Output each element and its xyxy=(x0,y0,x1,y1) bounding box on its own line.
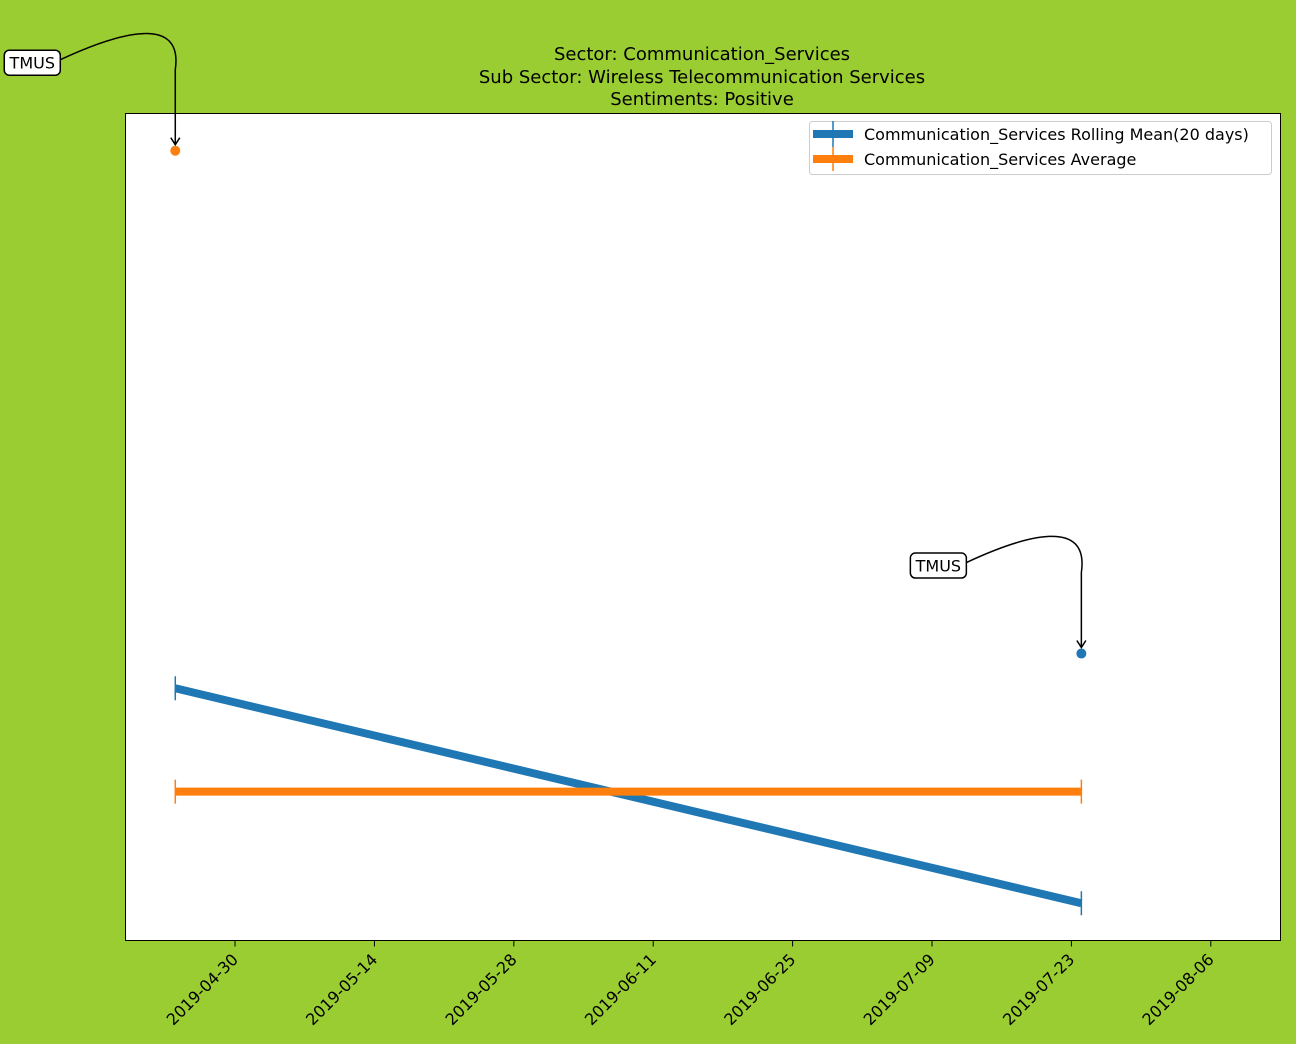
annotation-label: TMUS xyxy=(915,557,961,576)
plot-area xyxy=(125,113,1281,941)
annotation-box xyxy=(3,49,62,76)
series-line-rolling-mean xyxy=(174,684,1083,908)
annotation-arrow xyxy=(59,32,177,144)
chart-title-line-3: Sentiments: Positive xyxy=(610,89,794,110)
annotation-label: TMUS xyxy=(9,54,55,73)
legend-label-average: Communication_Services Average xyxy=(864,150,1136,170)
data-point xyxy=(1076,648,1087,659)
annotation-arrow xyxy=(966,535,1083,647)
legend-label-rolling-mean: Communication_Services Rolling Mean(20 d… xyxy=(864,125,1249,145)
annotation-box xyxy=(909,552,968,579)
annotation-arrowhead xyxy=(1076,640,1087,649)
points-layer xyxy=(170,145,1087,659)
annotation-arrowhead xyxy=(170,137,181,147)
series-layer xyxy=(174,676,1083,916)
legend: Communication_Services Rolling Mean(20 d… xyxy=(809,121,1272,175)
chart-title-line-1: Sector: Communication_Services xyxy=(554,44,850,65)
data-point xyxy=(170,145,181,156)
chart-title-line-2: Sub Sector: Wireless Telecommunication S… xyxy=(479,67,925,88)
legend-box xyxy=(809,121,1272,175)
chart-title: Sector: Communication_Services Sub Secto… xyxy=(479,44,925,110)
annotations-layer: TMUS TMUS xyxy=(3,32,1087,649)
